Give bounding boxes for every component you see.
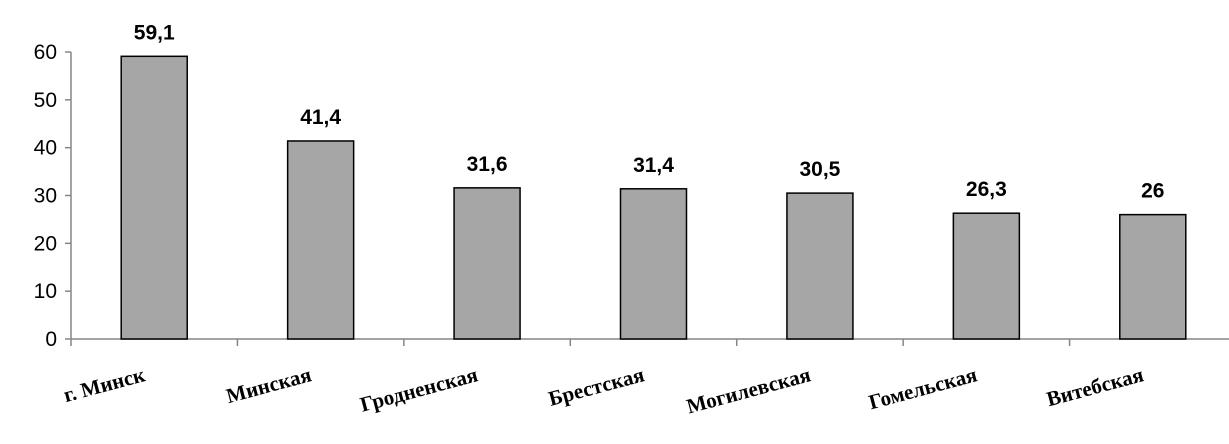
category-label: Могилевская (684, 362, 813, 418)
y-tick-label: 50 (34, 89, 57, 112)
category-label: Витебская (1044, 362, 1146, 411)
category-label: г. Минск (61, 362, 148, 407)
y-tick-label: 0 (45, 328, 57, 351)
bar (1119, 213, 1187, 340)
data-label: 41,4 (300, 106, 341, 129)
data-label: 31,4 (633, 154, 674, 177)
bar (120, 55, 188, 340)
data-label: 59,1 (134, 21, 175, 44)
bars (120, 55, 1187, 340)
category-label: Гомельская (866, 362, 980, 414)
data-label: 31,6 (467, 153, 508, 176)
bar (619, 188, 688, 340)
y-tick-label: 40 (34, 137, 57, 160)
y-tick-label: 30 (34, 185, 57, 208)
y-axis: 0 10 20 30 40 50 60 (34, 41, 72, 351)
y-tick-label: 20 (34, 232, 57, 255)
category-labels: г. Минск Минская Гродненская Брестская Могил… (61, 362, 1146, 418)
data-label: 26,3 (966, 178, 1007, 201)
data-label: 26 (1141, 180, 1164, 203)
bar (952, 212, 1021, 340)
x-axis (70, 338, 1229, 346)
category-label: Минская (224, 362, 314, 408)
data-labels: 59,1 41,4 31,6 31,4 30,5 26,3 26 (134, 21, 1165, 202)
bar (286, 140, 355, 340)
category-label: Брестская (546, 362, 647, 411)
category-label: Гродненская (357, 362, 480, 416)
bar (786, 192, 854, 340)
y-tick-label: 60 (34, 41, 57, 64)
data-label: 30,5 (799, 158, 840, 181)
bar (453, 187, 521, 340)
y-tick-label: 10 (34, 280, 57, 303)
